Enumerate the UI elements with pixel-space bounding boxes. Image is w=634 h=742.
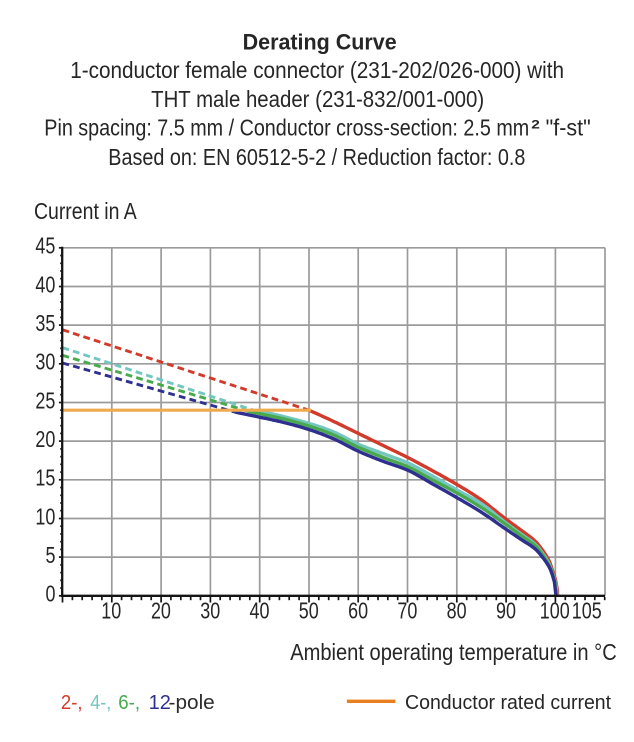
svg-text:40: 40: [35, 272, 55, 298]
svg-text:40: 40: [250, 598, 270, 624]
svg-text:100: 100: [540, 598, 570, 624]
svg-text:20: 20: [35, 427, 55, 453]
svg-text:90: 90: [496, 598, 516, 624]
svg-text:30: 30: [200, 598, 220, 624]
svg-text:20: 20: [151, 598, 171, 624]
svg-text:5: 5: [46, 543, 56, 569]
svg-text:4-,: 4-,: [90, 692, 111, 714]
svg-text:Derating Curve: Derating Curve: [243, 29, 397, 55]
svg-text:70: 70: [397, 598, 417, 624]
svg-text:0: 0: [46, 582, 56, 608]
svg-text:Ambient operating temperature: Ambient operating temperature in °C: [290, 639, 617, 666]
svg-text:Conductor rated current: Conductor rated current: [405, 692, 612, 714]
svg-text:12: 12: [149, 692, 171, 714]
svg-text:2-,: 2-,: [61, 692, 83, 714]
svg-text:Pin spacing: 7.5 mm / Conducto: Pin spacing: 7.5 mm / Conductor cross-se…: [44, 115, 529, 141]
svg-text:6-,: 6-,: [118, 691, 140, 714]
svg-text:10: 10: [35, 504, 55, 530]
svg-text:10: 10: [101, 598, 121, 624]
svg-text:30: 30: [35, 350, 55, 376]
svg-text:45: 45: [35, 234, 55, 260]
svg-text:Current in A: Current in A: [34, 198, 137, 224]
svg-text:2: 2: [531, 118, 540, 131]
svg-text:-pole: -pole: [169, 692, 215, 714]
svg-text:15: 15: [35, 466, 55, 492]
svg-text:35: 35: [35, 311, 55, 337]
svg-text:25: 25: [35, 388, 55, 414]
svg-text:1-conductor female connector (: 1-conductor female connector (231-202/02…: [70, 57, 564, 83]
svg-text:50: 50: [299, 598, 319, 624]
svg-text:60: 60: [348, 598, 368, 624]
svg-text:80: 80: [447, 598, 467, 624]
svg-text:105: 105: [572, 598, 602, 624]
svg-text:"f-st": "f-st": [546, 115, 591, 141]
svg-text:Based on: EN 60512-5-2 / Reduc: Based on: EN 60512-5-2 / Reduction facto…: [108, 145, 525, 171]
svg-text:THT male header (231-832/001-0: THT male header (231-832/001-000): [151, 86, 484, 112]
